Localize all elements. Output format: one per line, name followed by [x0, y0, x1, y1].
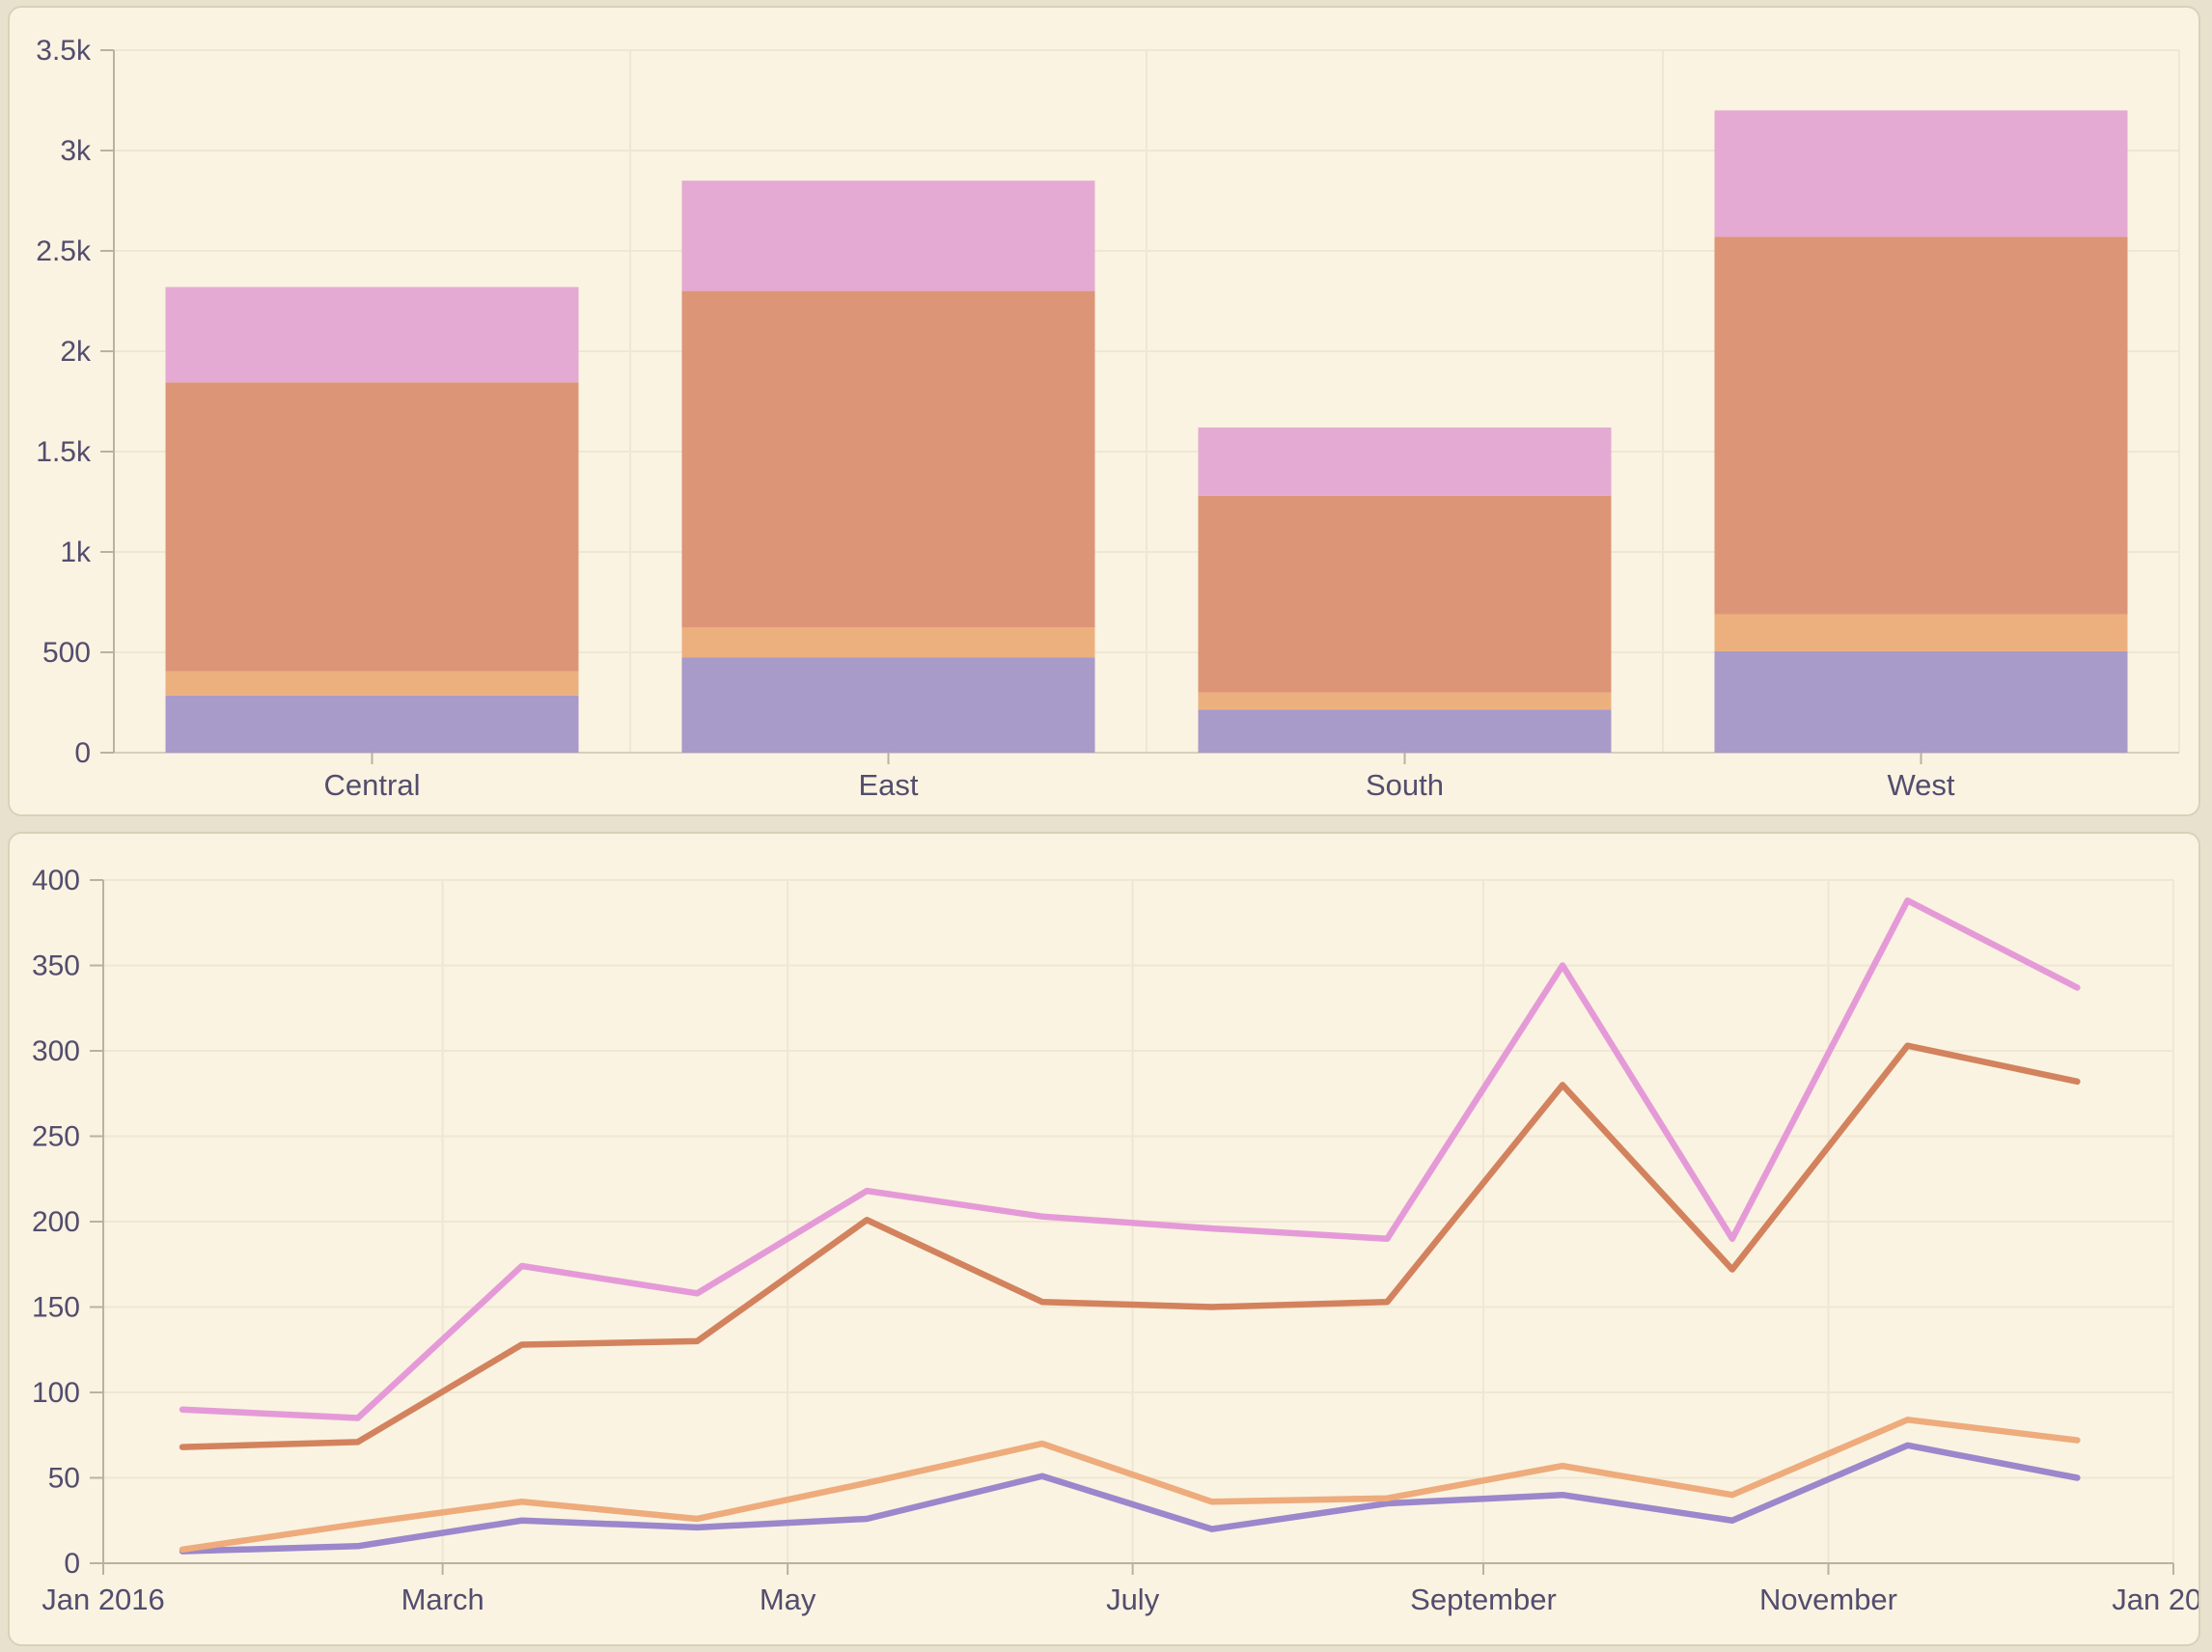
bar-segment-central-series-pink[interactable]	[165, 287, 579, 383]
y-axis-label: 200	[32, 1206, 80, 1238]
bar-segment-east-series-purple[interactable]	[681, 657, 1095, 753]
bar-segment-central-series-salmon[interactable]	[165, 382, 579, 672]
x-axis-label: July	[1106, 1583, 1160, 1616]
bar-segment-west-series-purple[interactable]	[1714, 650, 2128, 753]
stacked-bar-chart-card: 0 500 1k 1.5k 2k 2.5k 3k 3.5k Central East South We…	[8, 6, 2200, 816]
bar-segment-east-series-salmon[interactable]	[681, 290, 1095, 627]
bar-segment-south-series-tan[interactable]	[1198, 692, 1612, 710]
line-pink[interactable]	[179, 896, 2081, 1421]
bar-segment-south-series-pink[interactable]	[1198, 427, 1612, 496]
y-axis-label: 300	[32, 1035, 80, 1067]
y-axis-label: 3.5k	[36, 35, 92, 67]
bar-segment-east-series-tan[interactable]	[681, 627, 1095, 658]
y-axis-label: 150	[32, 1292, 80, 1324]
y-axis-label: 2.5k	[36, 235, 92, 267]
y-axis-label: 100	[32, 1377, 80, 1409]
line-tan[interactable]	[179, 1417, 2081, 1554]
y-axis-label: 500	[42, 637, 91, 669]
y-axis-label: 50	[48, 1463, 80, 1495]
line-chart[interactable]: 0 50 100 150 200 250 300 350 400 Jan 2016 March May…	[10, 834, 2198, 1644]
bar-segment-east-series-pink[interactable]	[681, 180, 1095, 291]
line-purple[interactable]	[179, 1442, 2081, 1555]
bar-segment-west-series-tan[interactable]	[1714, 614, 2128, 651]
y-axis-label: 250	[32, 1121, 80, 1153]
y-axis-label: 0	[74, 737, 91, 769]
bar-segment-west-series-pink[interactable]	[1714, 110, 2128, 237]
x-axis-label: Jan 2017	[2112, 1583, 2198, 1616]
x-axis-label: East	[858, 768, 918, 802]
bar-segment-central-series-purple[interactable]	[165, 695, 579, 753]
stacked-bar-chart[interactable]: 0 500 1k 1.5k 2k 2.5k 3k 3.5k Central East South We…	[10, 8, 2198, 814]
x-axis-label: September	[1410, 1583, 1557, 1616]
line-orange[interactable]	[179, 1042, 2081, 1450]
bar-segment-south-series-salmon[interactable]	[1198, 495, 1612, 693]
y-axis-label: 400	[32, 865, 80, 896]
bar-segment-south-series-purple[interactable]	[1198, 709, 1612, 753]
y-axis-label: 1k	[60, 537, 92, 568]
bar-segment-west-series-salmon[interactable]	[1714, 236, 2128, 615]
y-axis-label: 0	[64, 1548, 80, 1580]
y-axis-label: 1.5k	[36, 436, 92, 468]
x-axis-label: South	[1366, 768, 1444, 802]
y-axis-label: 3k	[60, 135, 92, 167]
x-axis-label: Jan 2016	[41, 1583, 165, 1616]
line-chart-card: 0 50 100 150 200 250 300 350 400 Jan 2016 March May…	[8, 832, 2200, 1646]
y-axis-label: 350	[32, 950, 80, 982]
y-axis-label: 2k	[60, 336, 92, 368]
x-axis-label: November	[1759, 1583, 1897, 1616]
x-axis-label: May	[760, 1583, 816, 1616]
x-axis-label: Central	[324, 768, 421, 802]
x-axis-label: West	[1887, 768, 1954, 802]
bar-segment-central-series-tan[interactable]	[165, 671, 579, 696]
x-axis-label: March	[401, 1583, 484, 1616]
